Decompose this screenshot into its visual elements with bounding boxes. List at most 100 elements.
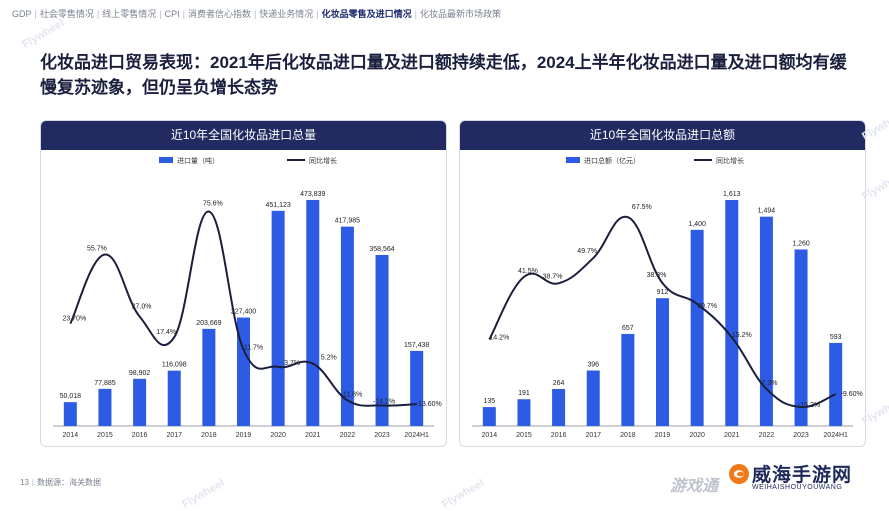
legend-swatch-bar <box>566 157 580 163</box>
x-tick-label: 2014 <box>482 432 498 439</box>
legend-label-bar: 进口量（吨） <box>177 156 219 165</box>
growth-value-label: 75.6% <box>203 201 223 208</box>
bar <box>586 370 600 426</box>
site-logo: 威海手游网 WEIHAISHOUYOUWANG <box>728 459 888 499</box>
chart-import-value: 进口总额（亿元） 同比增长 135 2014 191 2015 264 2016 396 2017… <box>472 156 863 439</box>
x-tick-label: 2019 <box>655 432 671 439</box>
footer: 13 | 数据源：海关数据 <box>20 478 101 487</box>
bar-value-label: 417,985 <box>335 218 360 225</box>
bar-value-label: 191 <box>518 390 530 397</box>
breadcrumb-separator: | <box>34 9 37 19</box>
bar <box>63 402 77 426</box>
x-tick-label: 2021 <box>305 432 321 439</box>
x-tick-label: 2022 <box>759 432 775 439</box>
bar-value-label: 358,564 <box>369 246 394 253</box>
bar-value-label: 157,438 <box>404 342 429 349</box>
bar-value-label: 451,123 <box>265 202 290 209</box>
x-tick-label: 2020 <box>689 432 705 439</box>
growth-value-label: 5.2% <box>321 355 337 362</box>
bar-value-label: 1,400 <box>688 221 706 228</box>
x-tick-label: 2018 <box>201 432 217 439</box>
logo-icon <box>729 464 749 484</box>
bar <box>690 229 704 426</box>
legend-label-line: 同比增长 <box>716 156 744 165</box>
bar <box>656 298 669 426</box>
bar-value-label: 116,098 <box>162 362 187 369</box>
x-tick-label: 2022 <box>340 432 356 439</box>
bar-value-label: 77,885 <box>94 380 116 387</box>
x-tick-label: 2018 <box>620 432 636 439</box>
legend-label-line: 同比增长 <box>309 156 337 165</box>
breadcrumb-item[interactable]: 化妆品最新市场政策 <box>420 9 502 19</box>
bar <box>98 388 112 426</box>
breadcrumb-item[interactable]: 消费者信心指数 <box>187 9 251 19</box>
bar <box>340 226 354 426</box>
bar <box>621 333 635 426</box>
bar <box>271 210 285 426</box>
bar-value-label: 912 <box>657 289 669 296</box>
growth-value-label: -7.3% <box>759 380 777 387</box>
growth-value-label: 11.7% <box>244 345 263 352</box>
growth-value-label: 67.5% <box>632 204 652 211</box>
x-tick-label: 2016 <box>551 432 567 439</box>
x-tick-label: 2015 <box>516 432 532 439</box>
bar <box>759 216 773 426</box>
growth-value-label: 27.0% <box>132 303 152 310</box>
x-tick-label: 2016 <box>132 432 148 439</box>
growth-value-label: 49.7% <box>577 248 597 255</box>
breadcrumb-separator: | <box>159 9 162 19</box>
bar <box>725 200 739 426</box>
logo-text: 威海手游网 <box>752 465 853 486</box>
bar-value-label: 396 <box>587 362 599 369</box>
growth-value-label: 41.5% <box>518 268 538 275</box>
bar-value-label: 657 <box>622 325 634 332</box>
watermark: Flywheel <box>180 477 227 511</box>
data-source: 数据源：海关数据 <box>36 478 101 487</box>
bar <box>306 200 320 426</box>
bar-value-label: 227,400 <box>231 309 256 316</box>
growth-value-label: -9.60% <box>841 391 863 398</box>
breadcrumb: GDP | 社会零售情况 | 线上零售情况 | CPI | 消费者信心指数 | 快递业务情况 | 化妆品… <box>12 7 504 20</box>
breadcrumb-item[interactable]: 社会零售情况 <box>39 9 94 19</box>
growth-value-label: 23.70% <box>62 316 86 323</box>
growth-value-label: 55.7% <box>87 245 107 252</box>
growth-value-label: 38.8% <box>647 272 667 279</box>
growth-value-label: -11.8% <box>341 391 363 398</box>
growth-value-label: 3.7% <box>284 360 300 367</box>
breadcrumb-item[interactable]: CPI <box>164 9 180 19</box>
growth-value-label: -15.2% <box>798 402 820 409</box>
x-tick-label: 2024H1 <box>823 432 848 439</box>
x-tick-label: 2024H1 <box>404 432 429 439</box>
bar-value-label: 1,613 <box>723 191 741 198</box>
bar <box>794 249 808 426</box>
growth-value-label: 14.2% <box>489 335 509 342</box>
bar-value-label: 135 <box>483 398 495 405</box>
x-tick-label: 2020 <box>270 432 286 439</box>
chart-import-volume: 进口量（吨） 同比增长 50,018 2014 77,885 2015 98,902 2016… <box>53 156 442 439</box>
x-tick-label: 2017 <box>166 432 182 439</box>
chart-title: 近10年全国化妆品进口总量 <box>41 121 446 150</box>
x-tick-label: 2021 <box>724 432 740 439</box>
bar <box>202 328 216 426</box>
legend-label-bar: 进口总额（亿元） <box>584 156 640 165</box>
breadcrumb-item[interactable]: 化妆品零售及进口情况 <box>321 9 412 19</box>
chart-title: 近10年全国化妆品进口总额 <box>460 121 865 150</box>
breadcrumb-item[interactable]: 快递业务情况 <box>259 9 314 19</box>
bar-value-label: 50,018 <box>60 393 82 400</box>
growth-line <box>488 215 837 408</box>
chart-panel-import-value: 近10年全国化妆品进口总额 进口总额（亿元） 同比增长 135 2014 191 2015… <box>459 120 866 447</box>
breadcrumb-separator: | <box>316 9 319 19</box>
bar-value-label: 1,494 <box>758 208 776 215</box>
bar <box>167 370 181 426</box>
watermark: Flywheel <box>440 477 487 511</box>
bar <box>410 350 424 426</box>
breadcrumb-item[interactable]: 线上零售情况 <box>102 9 157 19</box>
corner-logo-text: 游戏通 <box>670 478 719 495</box>
bar-value-label: 1,260 <box>792 240 810 247</box>
bar-value-label: 203,669 <box>196 320 221 327</box>
breadcrumb-item[interactable]: GDP <box>12 9 32 19</box>
bar <box>133 378 147 426</box>
bar <box>375 254 389 426</box>
bar-value-label: 593 <box>830 334 842 341</box>
breadcrumb-separator: | <box>96 9 100 19</box>
